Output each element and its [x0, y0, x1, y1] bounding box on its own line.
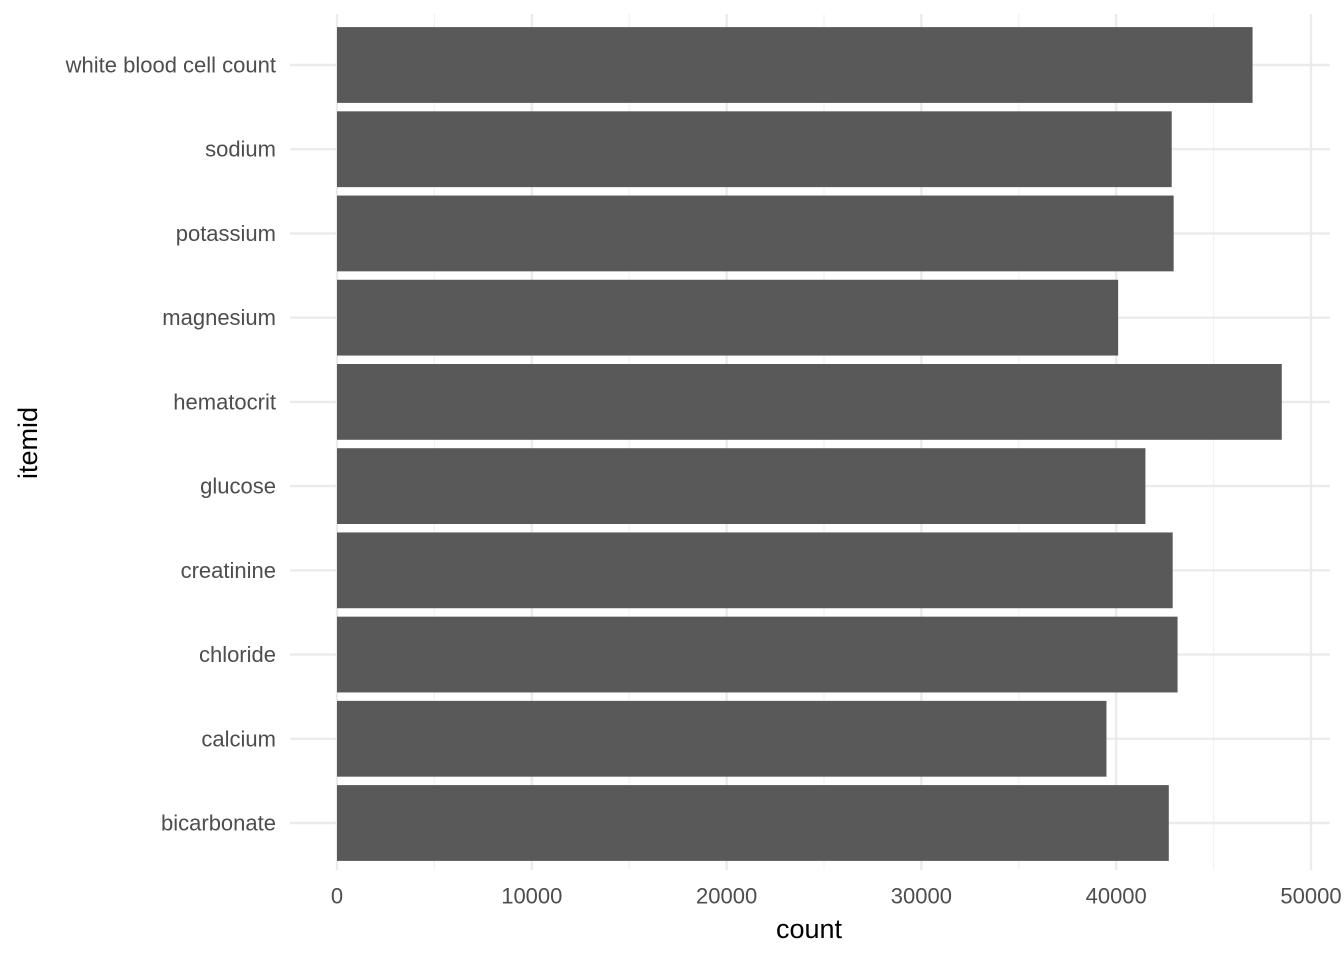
bar-bicarbonate [337, 785, 1169, 861]
y-tick-label: creatinine [181, 558, 276, 583]
x-tick-label: 30000 [891, 884, 952, 909]
bar-calcium [337, 700, 1107, 777]
x-tick-label: 50000 [1280, 884, 1341, 909]
bar-chloride [337, 616, 1178, 693]
y-tick-label: bicarbonate [161, 811, 276, 836]
bar-creatinine [337, 532, 1173, 609]
y-tick-label: potassium [176, 221, 276, 246]
x-tick-label: 10000 [501, 884, 562, 909]
x-tick-label: 20000 [696, 884, 757, 909]
bar-white-blood-cell-count [337, 27, 1253, 103]
bar-sodium [337, 111, 1172, 188]
y-tick-label: glucose [200, 474, 276, 499]
y-tick-label: magnesium [162, 305, 276, 330]
x-axis-title: count [776, 914, 843, 944]
y-tick-label: hematocrit [173, 389, 276, 414]
y-tick-label: sodium [205, 137, 276, 162]
y-axis-title: itemid [13, 407, 43, 479]
bars-layer [337, 27, 1282, 861]
x-tick-label: 0 [331, 884, 343, 909]
y-tick-label: chloride [199, 642, 276, 667]
bar-hematocrit [337, 363, 1282, 440]
bar-magnesium [337, 279, 1119, 356]
bar-potassium [337, 195, 1174, 272]
y-tick-label: white blood cell count [65, 53, 276, 78]
bar-glucose [337, 448, 1146, 525]
y-tick-label: calcium [201, 726, 276, 751]
x-tick-labels: 0 10000 20000 30000 40000 50000 [331, 884, 1342, 909]
y-tick-labels: white blood cell count sodium potassium mag… [65, 53, 276, 836]
x-tick-label: 40000 [1086, 884, 1147, 909]
